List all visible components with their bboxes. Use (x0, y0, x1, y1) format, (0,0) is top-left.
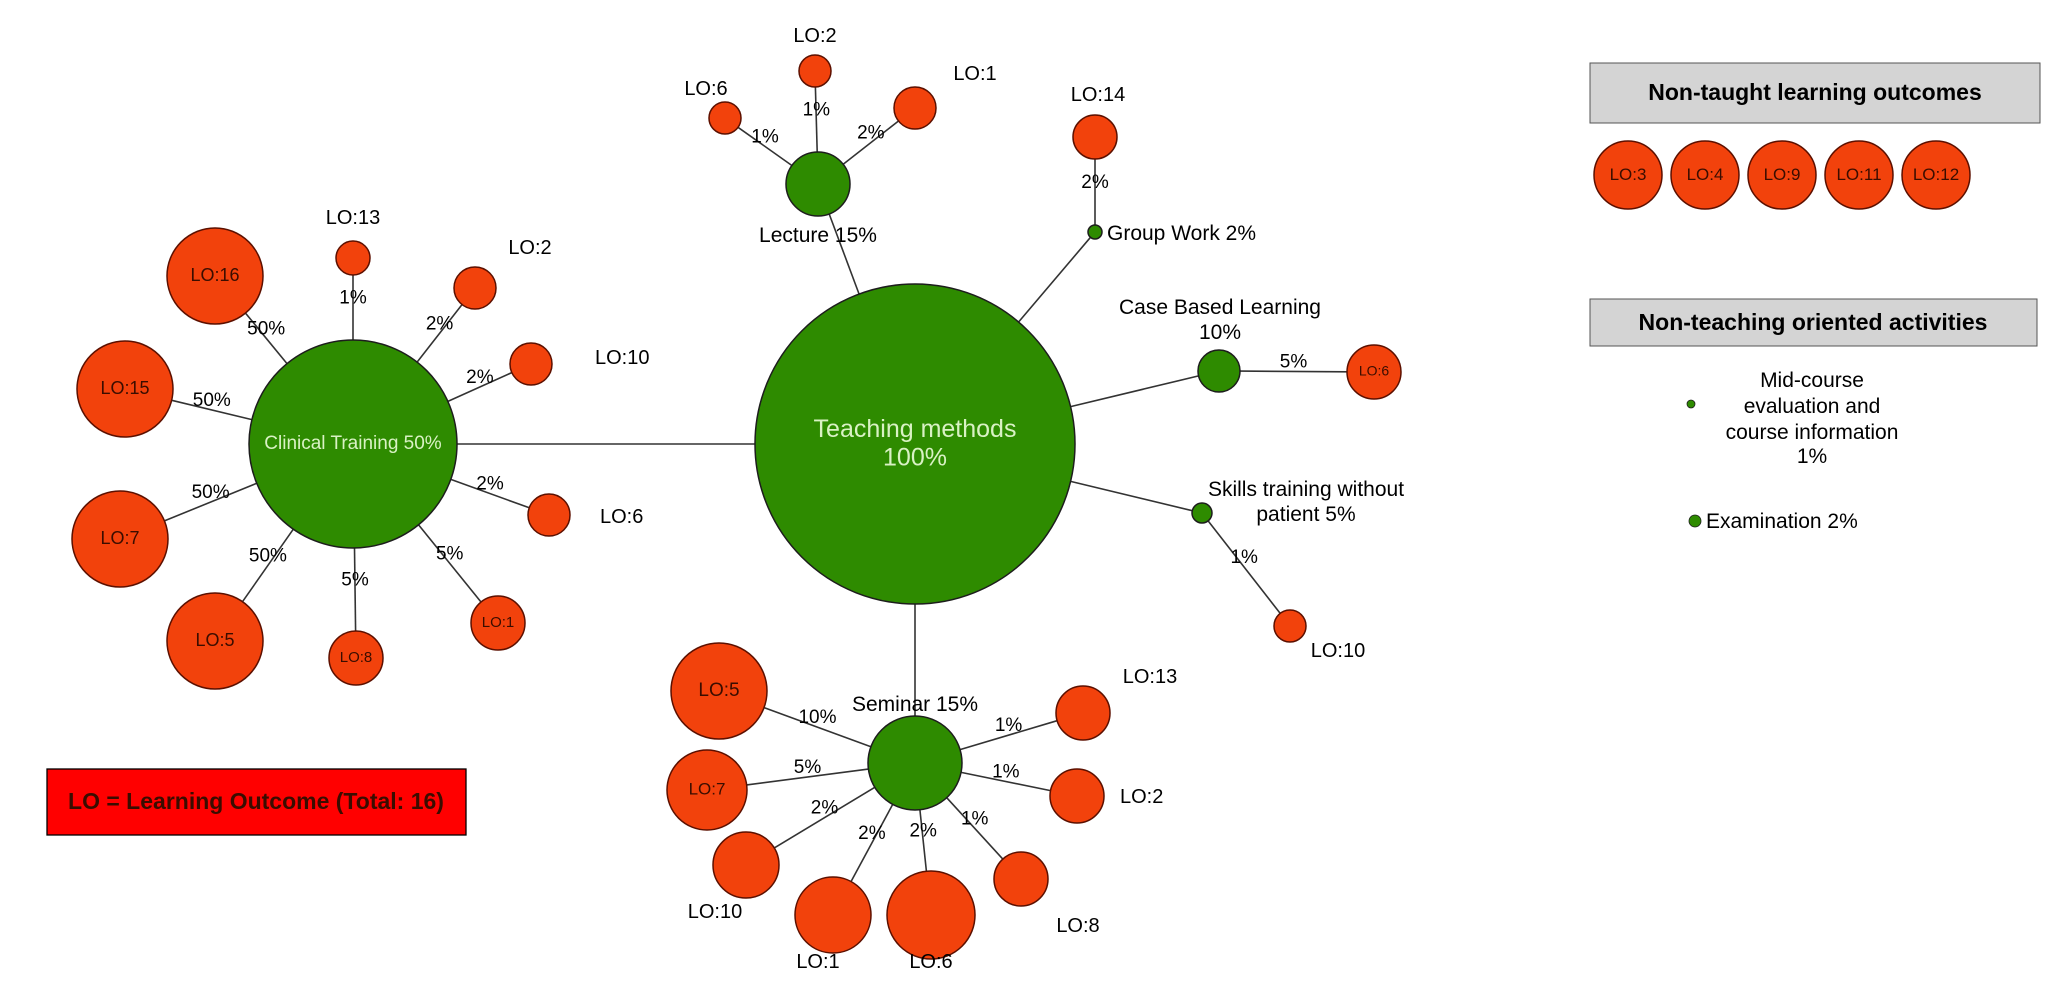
svg-text:1%: 1% (751, 126, 779, 147)
svg-text:50%: 50% (247, 318, 285, 339)
svg-text:LO:2: LO:2 (508, 237, 551, 259)
svg-text:50%: 50% (192, 482, 230, 503)
svg-text:LO:9: LO:9 (1764, 165, 1801, 184)
svg-text:Examination 2%: Examination 2% (1706, 510, 1858, 533)
svg-text:1%: 1% (803, 100, 831, 121)
svg-text:LO:8: LO:8 (340, 649, 373, 666)
svg-text:LO:15: LO:15 (100, 378, 149, 398)
svg-text:2%: 2% (426, 313, 454, 334)
svg-text:LO:2: LO:2 (793, 25, 836, 47)
svg-text:LO:8: LO:8 (1056, 915, 1099, 937)
svg-text:LO:6: LO:6 (1359, 363, 1390, 379)
svg-text:Case Based Learning: Case Based Learning (1119, 296, 1321, 319)
svg-text:5%: 5% (1280, 352, 1308, 373)
svg-text:Clinical Training 50%: Clinical Training 50% (264, 433, 442, 454)
svg-text:1%: 1% (1797, 445, 1827, 468)
svg-text:Non-teaching oriented activiti: Non-teaching oriented activities (1639, 309, 1988, 335)
svg-text:LO:7: LO:7 (689, 779, 726, 798)
svg-text:LO:6: LO:6 (909, 951, 952, 973)
svg-text:LO:1: LO:1 (796, 951, 839, 973)
svg-text:LO:13: LO:13 (1123, 666, 1177, 688)
svg-text:50%: 50% (193, 390, 231, 411)
svg-text:10%: 10% (1199, 321, 1241, 344)
svg-text:LO:12: LO:12 (1913, 165, 1959, 184)
svg-text:LO:14: LO:14 (1071, 84, 1125, 106)
svg-text:Skills training without: Skills training without (1208, 478, 1404, 501)
svg-text:LO:7: LO:7 (100, 528, 139, 548)
svg-text:Lecture 15%: Lecture 15% (759, 224, 877, 247)
svg-text:50%: 50% (249, 545, 287, 566)
svg-text:2%: 2% (476, 474, 504, 495)
svg-text:1%: 1% (961, 808, 989, 829)
svg-text:LO = Learning Outcome (Total:: LO = Learning Outcome (Total: 16) (68, 788, 444, 814)
svg-text:LO:4: LO:4 (1687, 165, 1724, 184)
svg-text:LO:5: LO:5 (698, 680, 739, 701)
svg-text:1%: 1% (992, 762, 1020, 783)
svg-text:Mid-course: Mid-course (1760, 369, 1864, 392)
svg-text:course information: course information (1726, 421, 1899, 444)
svg-text:LO:1: LO:1 (953, 63, 996, 85)
svg-text:LO:6: LO:6 (684, 78, 727, 100)
svg-text:patient 5%: patient 5% (1256, 503, 1355, 526)
svg-text:LO:3: LO:3 (1610, 165, 1647, 184)
svg-text:LO:2: LO:2 (1120, 786, 1163, 808)
svg-text:2%: 2% (858, 823, 886, 844)
svg-text:1%: 1% (339, 288, 367, 309)
svg-text:100%: 100% (883, 444, 947, 472)
svg-text:LO:1: LO:1 (482, 614, 515, 631)
svg-text:Non-taught learning outcomes: Non-taught learning outcomes (1648, 79, 1982, 105)
svg-text:Teaching methods: Teaching methods (814, 415, 1017, 443)
svg-text:LO:5: LO:5 (195, 630, 234, 650)
svg-text:5%: 5% (341, 570, 369, 591)
svg-text:2%: 2% (466, 367, 494, 388)
svg-text:Group Work 2%: Group Work 2% (1107, 222, 1256, 245)
svg-text:5%: 5% (794, 757, 822, 778)
svg-text:LO:11: LO:11 (1836, 165, 1881, 184)
svg-text:2%: 2% (1081, 172, 1109, 193)
svg-text:LO:6: LO:6 (600, 506, 643, 528)
svg-text:LO:13: LO:13 (326, 207, 380, 229)
svg-text:LO:10: LO:10 (688, 901, 742, 923)
svg-text:LO:10: LO:10 (595, 347, 649, 369)
svg-text:Seminar 15%: Seminar 15% (852, 693, 978, 716)
svg-text:2%: 2% (811, 798, 839, 819)
svg-text:1%: 1% (1230, 547, 1258, 568)
svg-text:1%: 1% (995, 715, 1023, 736)
svg-text:2%: 2% (857, 123, 885, 144)
svg-text:10%: 10% (798, 707, 836, 728)
svg-text:2%: 2% (909, 821, 937, 842)
svg-text:LO:10: LO:10 (1311, 640, 1365, 662)
svg-text:evaluation and: evaluation and (1744, 395, 1881, 418)
svg-text:5%: 5% (436, 543, 464, 564)
svg-text:LO:16: LO:16 (190, 265, 239, 285)
